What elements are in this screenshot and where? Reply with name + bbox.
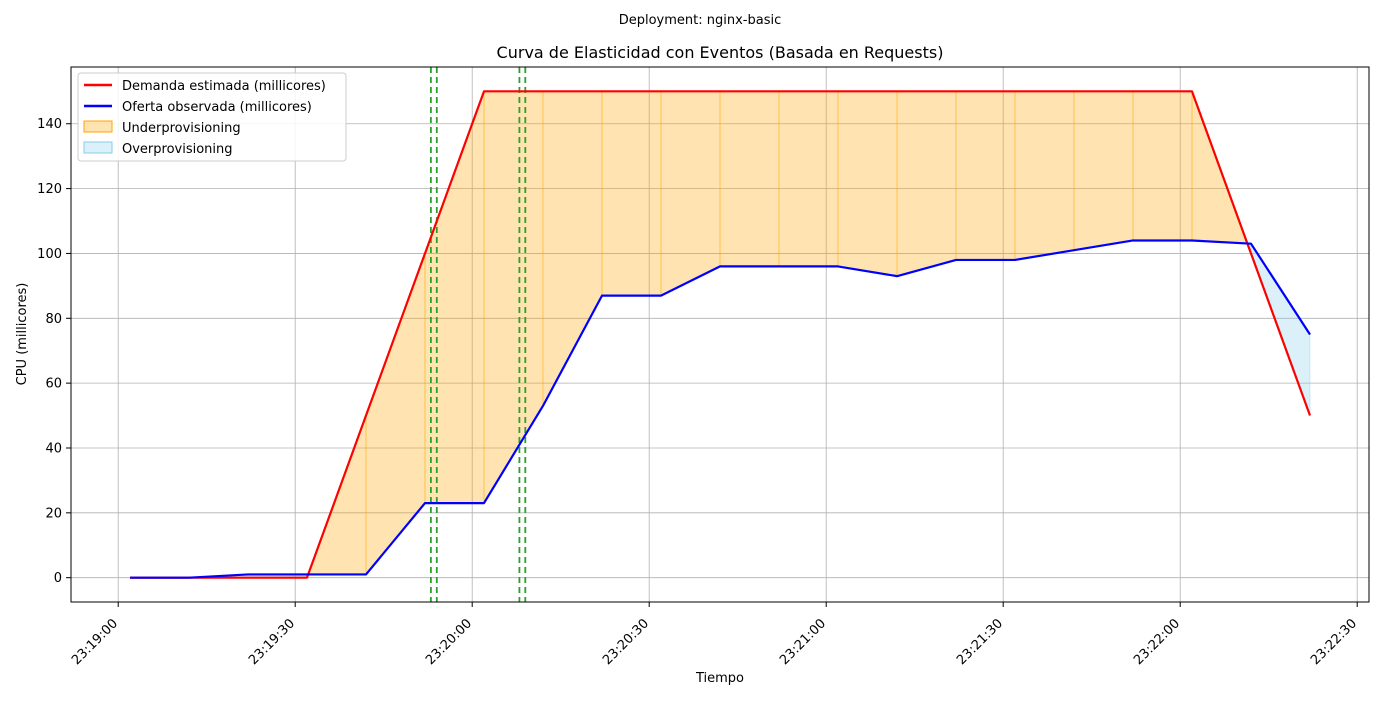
x-tick-label: 23:20:30 [600,616,652,668]
plot-frame [70,66,1370,603]
y-tick-label: 140 [37,117,62,132]
underprovisioning-area [601,90,662,297]
legend-swatch-overprovisioning [83,141,113,154]
legend-label-underprovisioning: Underprovisioning [122,121,241,136]
x-tick-label: 23:19:00 [69,616,121,668]
underprovisioning-area [719,90,780,267]
y-tick-label: 60 [45,377,62,392]
y-axis-ticks: 0 20 40 60 80 100 120 140 [37,117,71,586]
x-tick-label: 23:22:30 [1308,616,1360,668]
y-tick-label: 20 [45,506,62,521]
underprovisioning-area [1014,90,1075,261]
y-tick-label: 80 [45,312,62,327]
underprovisioning-area [837,90,898,277]
supply-line [130,239,1311,579]
legend-box [77,72,347,162]
x-axis-ticks: 23:19:00 23:19:30 23:20:00 23:20:30 23:21:00… [69,602,1360,668]
underprovisioning-area [660,90,721,297]
x-tick-label: 23:20:00 [423,616,475,668]
x-tick-label: 23:21:00 [777,616,829,668]
y-tick-label: 40 [45,441,62,456]
underprovisioning-area [955,90,1016,261]
x-axis-label: Tiempo [695,671,744,686]
legend-label-demand: Demanda estimada (millicores) [122,79,326,94]
legend-swatch-underprovisioning [83,120,113,133]
y-tick-label: 0 [54,571,62,586]
grid-layer [71,67,1369,602]
chart-legend: Demanda estimada (millicores) Oferta obs… [77,72,347,162]
figure-suptitle: Deployment: nginx-basic [619,13,782,28]
y-axis-label: CPU (millicores) [15,283,30,386]
demand-line [130,90,1312,579]
underprovisioning-area [483,90,544,505]
underprovisioning-area [1132,90,1193,241]
x-tick-label: 23:19:30 [246,616,298,668]
event-lines [429,67,527,602]
y-tick-label: 100 [37,247,62,262]
underprovisioning-area [424,91,485,504]
x-tick-label: 23:21:30 [954,616,1006,668]
legend-label-supply: Oferta observada (millicores) [122,100,312,115]
underprovisioning-area [778,90,839,267]
series-lines [130,90,1312,579]
chart-title: Curva de Elasticidad con Eventos (Basada… [497,43,944,62]
x-tick-label: 23:22:00 [1131,616,1183,668]
legend-label-overprovisioning: Overprovisioning [122,142,233,157]
underprovisioning-area [542,90,603,407]
area-fills [188,90,1311,579]
underprovisioning-area [896,90,957,277]
underprovisioning-area [365,253,426,576]
underprovisioning-area [1073,90,1134,251]
y-tick-label: 120 [37,182,62,197]
